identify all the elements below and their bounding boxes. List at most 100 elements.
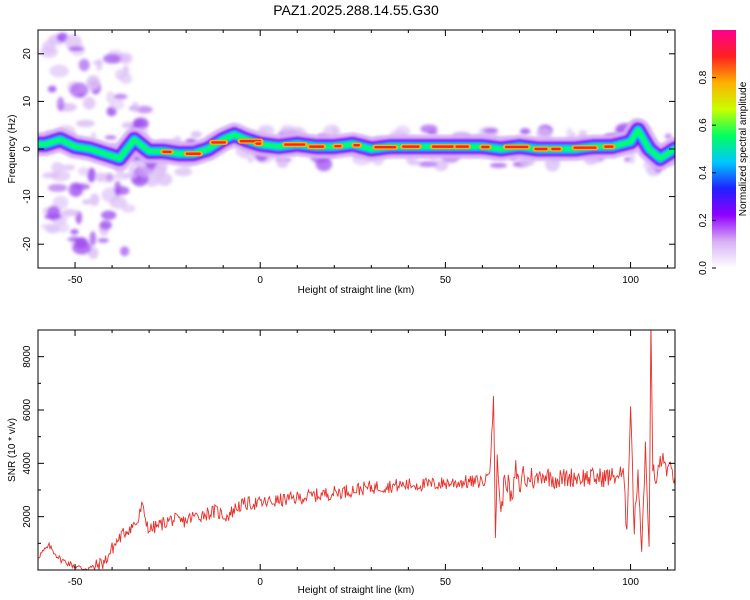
y-tick-label: -10 bbox=[22, 189, 33, 204]
noise-blob bbox=[115, 186, 130, 196]
colorbar-tick-label: 0.4 bbox=[698, 165, 709, 179]
colorbar-tick-label: 0.8 bbox=[698, 70, 709, 84]
noise-blob bbox=[99, 220, 112, 230]
y-tick-label: -20 bbox=[22, 237, 33, 252]
y-tick-label: 20 bbox=[22, 48, 33, 60]
noise-blob bbox=[121, 204, 136, 213]
colorbar-tick-label: 0.0 bbox=[698, 261, 709, 275]
noise-blob bbox=[87, 167, 96, 183]
noise-blob bbox=[433, 159, 449, 172]
x-tick-label: 50 bbox=[440, 577, 452, 588]
noise-blob bbox=[47, 205, 60, 221]
noise-blob bbox=[109, 196, 128, 209]
noise-blob bbox=[78, 58, 90, 72]
hotspot-core bbox=[504, 145, 529, 149]
noise-blob bbox=[136, 105, 153, 114]
noise-blob bbox=[94, 171, 106, 183]
noise-blob bbox=[120, 246, 130, 257]
noise-blob bbox=[483, 127, 499, 134]
noise-blob bbox=[64, 34, 82, 50]
hotspot-core bbox=[211, 141, 226, 144]
noise-blob bbox=[89, 193, 100, 207]
noise-blob bbox=[45, 224, 60, 234]
y-tick-label: 4000 bbox=[22, 452, 33, 475]
noise-blob bbox=[106, 91, 115, 104]
noise-blob bbox=[100, 210, 117, 220]
hotspot-core bbox=[374, 146, 397, 149]
colorbar bbox=[712, 30, 736, 268]
noise-blob bbox=[131, 101, 140, 113]
noise-blob bbox=[102, 53, 122, 64]
spectrogram-y-axis: -20 -10 0 10 20 bbox=[22, 48, 675, 252]
noise-blob bbox=[62, 209, 79, 217]
noise-blob bbox=[135, 166, 156, 178]
hotspot-core bbox=[162, 150, 172, 154]
hotspot-core bbox=[255, 142, 262, 145]
noise-blob bbox=[41, 172, 60, 179]
noise-blob bbox=[51, 162, 64, 173]
noise-blob bbox=[52, 195, 69, 210]
hotspot-core bbox=[573, 146, 597, 149]
colorbar-tick-label: 0.2 bbox=[698, 213, 709, 227]
noise-blob bbox=[49, 64, 69, 78]
snr-y-axis: 2000 4000 6000 8000 bbox=[22, 329, 675, 544]
colorbar-tick-label: 0.6 bbox=[698, 118, 709, 132]
noise-blob bbox=[86, 75, 101, 91]
noise-blob bbox=[77, 166, 89, 176]
noise-blob bbox=[56, 96, 65, 112]
hotspot-core bbox=[185, 152, 201, 155]
noise-blob bbox=[122, 173, 138, 179]
noise-blob bbox=[68, 46, 84, 52]
snr-x-label: Height of straight line (km) bbox=[298, 585, 415, 596]
y-tick-label: 10 bbox=[22, 95, 33, 107]
noise-blob bbox=[62, 164, 76, 171]
noise-blob bbox=[664, 133, 672, 140]
noise-blob bbox=[47, 85, 57, 93]
noise-blob bbox=[280, 125, 295, 133]
colorbar-label: Normalized spectral amplitude bbox=[738, 81, 749, 216]
noise-blob bbox=[417, 161, 438, 168]
noise-blob bbox=[68, 182, 83, 197]
noise-blob bbox=[69, 82, 89, 98]
hotspot-core bbox=[308, 145, 325, 148]
hotspot-core bbox=[551, 147, 561, 151]
noise-blob bbox=[47, 183, 68, 192]
noise-blob bbox=[75, 119, 95, 128]
noise-blob bbox=[89, 231, 97, 246]
x-tick-label: 0 bbox=[257, 577, 263, 588]
colorbar-axis: 0.0 0.2 0.4 0.6 0.8 bbox=[698, 70, 716, 275]
y-tick-label: 0 bbox=[22, 146, 33, 152]
ridge-hotspots bbox=[160, 138, 616, 157]
x-tick-label: 50 bbox=[440, 275, 452, 286]
noise-blob bbox=[119, 73, 133, 85]
noise-blob bbox=[90, 132, 97, 139]
noise-blob bbox=[82, 96, 96, 110]
hotspot-core bbox=[431, 145, 454, 148]
hotspot-core bbox=[284, 143, 306, 146]
spectrogram-panel: -50 0 50 100 -20 -10 0 10 20 Height of straight… bbox=[7, 29, 749, 296]
y-tick-label: 6000 bbox=[22, 398, 33, 421]
noise-blob bbox=[81, 199, 93, 205]
hotspot-core bbox=[455, 145, 470, 148]
noise-blob bbox=[315, 156, 333, 172]
y-tick-label: 2000 bbox=[22, 505, 33, 528]
snr-y-label: SNR (10 * v/v) bbox=[7, 418, 18, 482]
noise-blob bbox=[132, 119, 145, 129]
x-tick-label: 0 bbox=[257, 275, 263, 286]
noise-blob bbox=[408, 159, 421, 166]
noise-blob bbox=[122, 65, 130, 77]
noise-blob bbox=[489, 162, 508, 168]
snr-panel: -50 0 50 100 2000 4000 6000 8000 Height of str… bbox=[7, 329, 676, 596]
x-tick-label: -50 bbox=[68, 275, 83, 286]
noise-blob bbox=[519, 128, 531, 135]
noise-blob bbox=[276, 159, 289, 168]
noise-blob bbox=[104, 135, 117, 140]
chart-title: PAZ1.2025.288.14.55.G30 bbox=[273, 2, 439, 18]
noise-blob bbox=[121, 121, 135, 129]
hotspot-core bbox=[334, 144, 342, 148]
x-tick-label: 100 bbox=[622, 577, 639, 588]
snr-line bbox=[38, 330, 675, 570]
x-tick-label: -50 bbox=[68, 577, 83, 588]
noise-blob bbox=[119, 52, 134, 65]
snr-frame bbox=[37, 329, 676, 571]
